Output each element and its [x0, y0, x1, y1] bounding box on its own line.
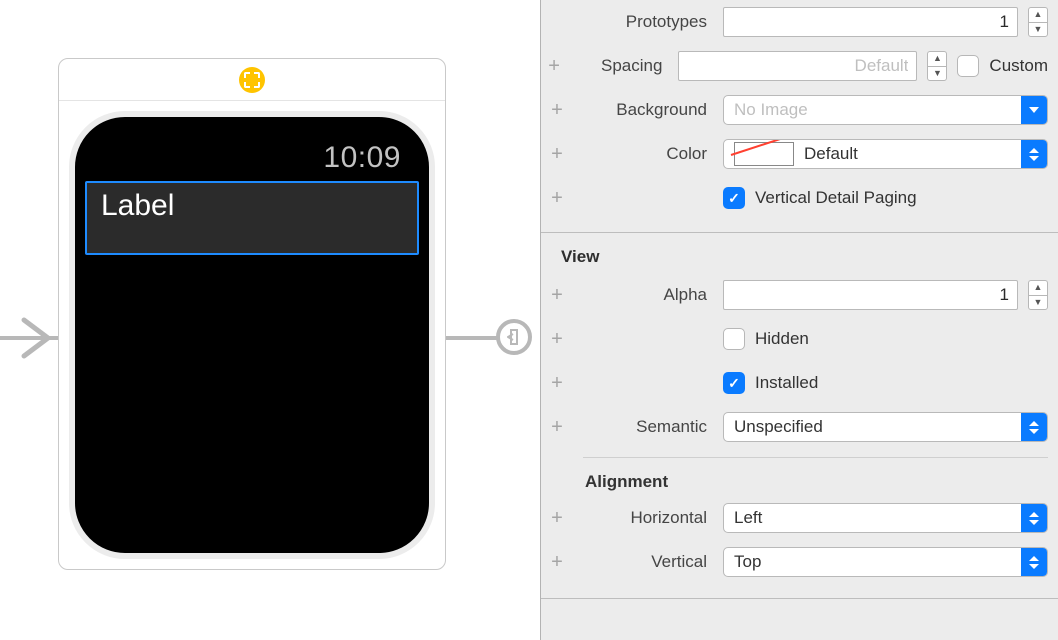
hidden-label: Hidden [755, 329, 809, 349]
semantic-select[interactable]: Unspecified [723, 412, 1048, 442]
background-row: + Background No Image [541, 88, 1058, 132]
subsection-divider [583, 457, 1048, 458]
add-indicator[interactable]: + [547, 416, 567, 439]
spacing-stepper[interactable]: ▲ ▼ [927, 51, 947, 81]
color-value: Default [794, 144, 1021, 164]
add-indicator[interactable]: + [547, 187, 567, 210]
color-row: + Color Default [541, 132, 1058, 176]
prototypes-label: Prototypes [577, 12, 713, 32]
semantic-row: + Semantic Unspecified [541, 405, 1058, 449]
status-bar-time: 10:09 [85, 135, 419, 175]
custom-checkbox[interactable] [957, 55, 979, 77]
stepper-down-icon[interactable]: ▼ [1028, 295, 1048, 311]
dropdown-caret-icon [1021, 504, 1047, 532]
stepper-up-icon[interactable]: ▲ [1028, 7, 1048, 22]
add-indicator[interactable]: + [547, 551, 567, 574]
horizontal-select[interactable]: Left [723, 503, 1048, 533]
vertical-label: Vertical [577, 552, 713, 572]
attributes-inspector: + Prototypes ▲ ▼ + Spacing ▲ ▼ Custom + … [540, 0, 1058, 640]
dropdown-caret-icon [1021, 413, 1047, 441]
interface-controller-scene[interactable]: 10:09 Label [58, 58, 446, 570]
horizontal-align-row: + Horizontal Left [541, 496, 1058, 540]
hidden-checkbox[interactable] [723, 328, 745, 350]
alpha-label: Alpha [577, 285, 713, 305]
stepper-up-icon[interactable]: ▲ [927, 51, 947, 66]
segue-connector-out [444, 336, 502, 340]
prototypes-input[interactable] [723, 7, 1018, 37]
spacing-input[interactable] [678, 51, 917, 81]
stepper-down-icon[interactable]: ▼ [927, 66, 947, 82]
horizontal-label: Horizontal [577, 508, 713, 528]
interface-controller-icon [239, 67, 265, 93]
custom-label: Custom [989, 56, 1048, 76]
prototypes-stepper[interactable]: ▲ ▼ [1028, 7, 1048, 37]
table-row-label: Label [101, 189, 174, 222]
paging-label: Vertical Detail Paging [755, 188, 917, 208]
background-select[interactable]: No Image [723, 95, 1048, 125]
alpha-row: + Alpha ▲ ▼ [541, 273, 1058, 317]
add-indicator[interactable]: + [547, 372, 567, 395]
section-divider [541, 598, 1058, 599]
installed-label: Installed [755, 373, 818, 393]
alpha-stepper[interactable]: ▲ ▼ [1028, 280, 1048, 310]
segue-terminator-icon[interactable] [496, 319, 532, 355]
storyboard-canvas[interactable]: 10:09 Label [0, 0, 540, 640]
stepper-up-icon[interactable]: ▲ [1028, 280, 1048, 295]
color-select[interactable]: Default [723, 139, 1048, 169]
spacing-row: + Spacing ▲ ▼ Custom [541, 44, 1058, 88]
vertical-align-row: + Vertical Top [541, 540, 1058, 584]
spacing-label: Spacing [571, 56, 668, 76]
hidden-row: + Hidden [541, 317, 1058, 361]
vertical-value: Top [724, 552, 1021, 572]
semantic-label: Semantic [577, 417, 713, 437]
alpha-input[interactable] [723, 280, 1018, 310]
background-label: Background [577, 100, 713, 120]
stepper-down-icon[interactable]: ▼ [1028, 22, 1048, 38]
dropdown-caret-icon [1021, 96, 1047, 124]
add-indicator[interactable]: + [547, 55, 561, 78]
dropdown-caret-icon [1021, 548, 1047, 576]
color-label: Color [577, 144, 713, 164]
paging-checkbox[interactable] [723, 187, 745, 209]
add-indicator[interactable]: + [547, 143, 567, 166]
segue-connector-in [0, 336, 58, 340]
alignment-section-title: Alignment [541, 462, 1058, 496]
scene-header[interactable] [59, 59, 445, 101]
paging-row: + Vertical Detail Paging [541, 176, 1058, 220]
vertical-select[interactable]: Top [723, 547, 1048, 577]
add-indicator[interactable]: + [547, 284, 567, 307]
horizontal-value: Left [724, 508, 1021, 528]
color-swatch-icon [734, 142, 794, 166]
view-section-title: View [541, 233, 1058, 273]
table-row-selected[interactable]: Label [85, 181, 419, 255]
prototypes-row: + Prototypes ▲ ▼ [541, 0, 1058, 44]
installed-checkbox[interactable] [723, 372, 745, 394]
add-indicator[interactable]: + [547, 328, 567, 351]
watch-screen[interactable]: 10:09 Label [69, 111, 435, 559]
installed-row: + Installed [541, 361, 1058, 405]
add-indicator[interactable]: + [547, 507, 567, 530]
dropdown-caret-icon [1021, 140, 1047, 168]
add-indicator[interactable]: + [547, 99, 567, 122]
semantic-value: Unspecified [724, 417, 1021, 437]
background-value: No Image [724, 100, 1021, 120]
